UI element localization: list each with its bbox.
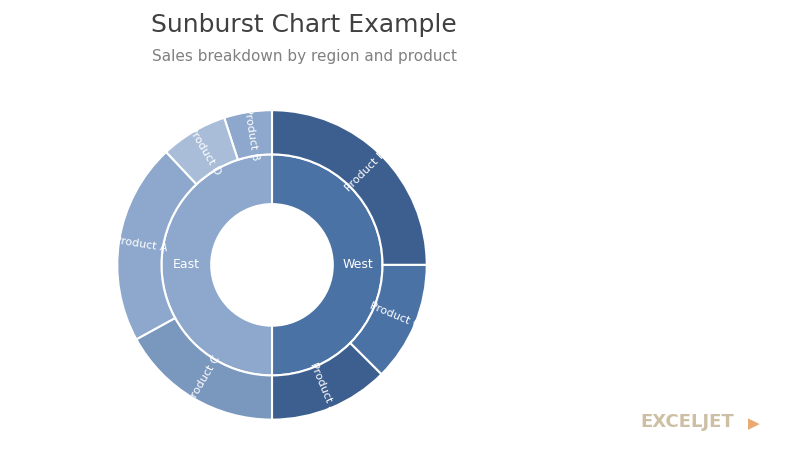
Wedge shape bbox=[166, 118, 238, 185]
Text: West: West bbox=[342, 259, 373, 271]
Wedge shape bbox=[272, 110, 426, 265]
Wedge shape bbox=[137, 318, 272, 420]
Text: Product C: Product C bbox=[368, 301, 422, 330]
Text: Product C: Product C bbox=[186, 353, 222, 405]
Wedge shape bbox=[118, 152, 196, 339]
Wedge shape bbox=[162, 154, 272, 375]
Text: Product B: Product B bbox=[343, 149, 388, 194]
Wedge shape bbox=[350, 265, 426, 374]
Wedge shape bbox=[224, 110, 272, 160]
Text: EXCELJET: EXCELJET bbox=[640, 413, 734, 431]
Text: Product A: Product A bbox=[114, 235, 168, 253]
Text: Sunburst Chart Example: Sunburst Chart Example bbox=[151, 13, 457, 37]
Text: ▶: ▶ bbox=[748, 416, 760, 431]
Text: East: East bbox=[173, 259, 200, 271]
Text: Product D: Product D bbox=[186, 125, 222, 177]
Text: Product B: Product B bbox=[242, 107, 260, 161]
Wedge shape bbox=[272, 154, 382, 375]
Text: Sales breakdown by region and product: Sales breakdown by region and product bbox=[151, 49, 457, 64]
Text: Product A: Product A bbox=[308, 361, 338, 414]
Wedge shape bbox=[272, 343, 382, 420]
